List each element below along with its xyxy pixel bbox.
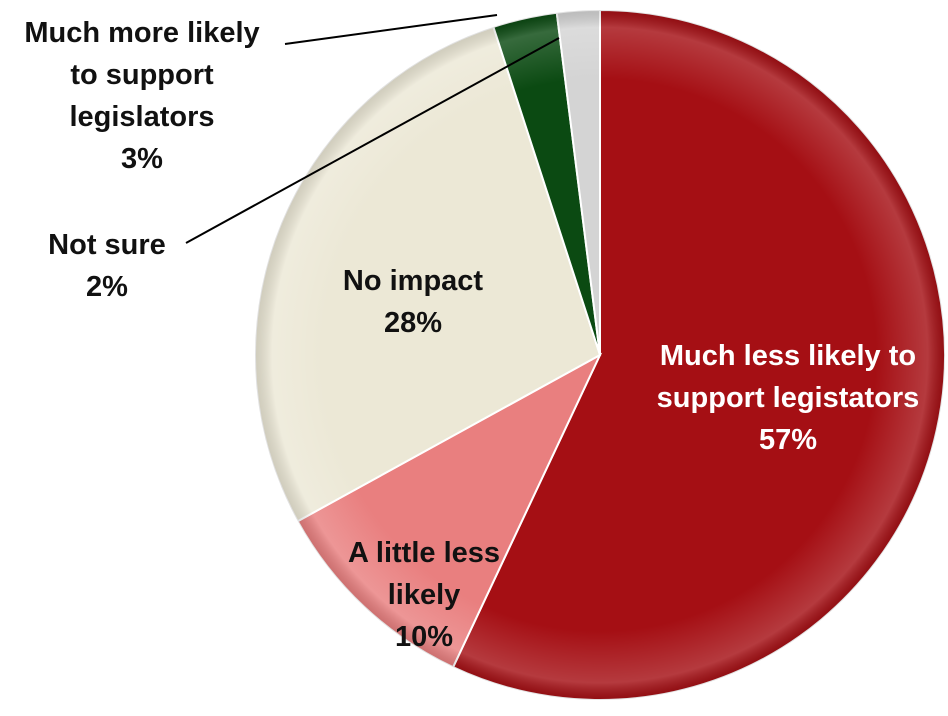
- slice-label-not-sure: Not sure 2%: [48, 229, 166, 303]
- slice-value-label-not-sure: 2%: [86, 271, 128, 303]
- slice-label-much-more-likely-to-support-legislators: Much more likely to support legislators 3%: [24, 17, 259, 175]
- leader-line-much-more-likely-to-support-legislators: [284, 14, 498, 45]
- slice-label-much-less-likely-to-support-legistators: Much less likely to support legistators 57…: [657, 340, 920, 456]
- slice-category-label-much-more-likely-to-support-legislators: legislators: [69, 101, 214, 133]
- slice-label-no-impact: No impact 28%: [343, 265, 484, 339]
- slice-category-label-much-more-likely-to-support-legislators: Much more likely: [24, 17, 259, 49]
- slice-category-label-much-less-likely-to-support-legistators: support legistators: [657, 382, 920, 414]
- leader-lines-layer: [185, 14, 560, 244]
- slice-value-label-no-impact: 28%: [384, 307, 442, 339]
- slice-value-label-a-little-less-likely: 10%: [395, 621, 453, 653]
- slice-category-label-much-less-likely-to-support-legistators: Much less likely to: [660, 340, 916, 372]
- slice-category-label-not-sure: Not sure: [48, 229, 166, 261]
- slice-category-label-a-little-less-likely: likely: [388, 579, 461, 611]
- leader-line-not-sure: [185, 37, 560, 244]
- slice-value-label-much-less-likely-to-support-legistators: 57%: [759, 424, 817, 456]
- slice-category-label-no-impact: No impact: [343, 265, 484, 297]
- slice-category-label-a-little-less-likely: A little less: [348, 537, 500, 569]
- slice-label-a-little-less-likely: A little less likely 10%: [348, 537, 500, 653]
- slice-category-label-much-more-likely-to-support-legislators: to support: [70, 59, 214, 91]
- slice-value-label-much-more-likely-to-support-legislators: 3%: [121, 143, 163, 175]
- labels-layer: Much less likely to support legistators 57…: [24, 17, 919, 653]
